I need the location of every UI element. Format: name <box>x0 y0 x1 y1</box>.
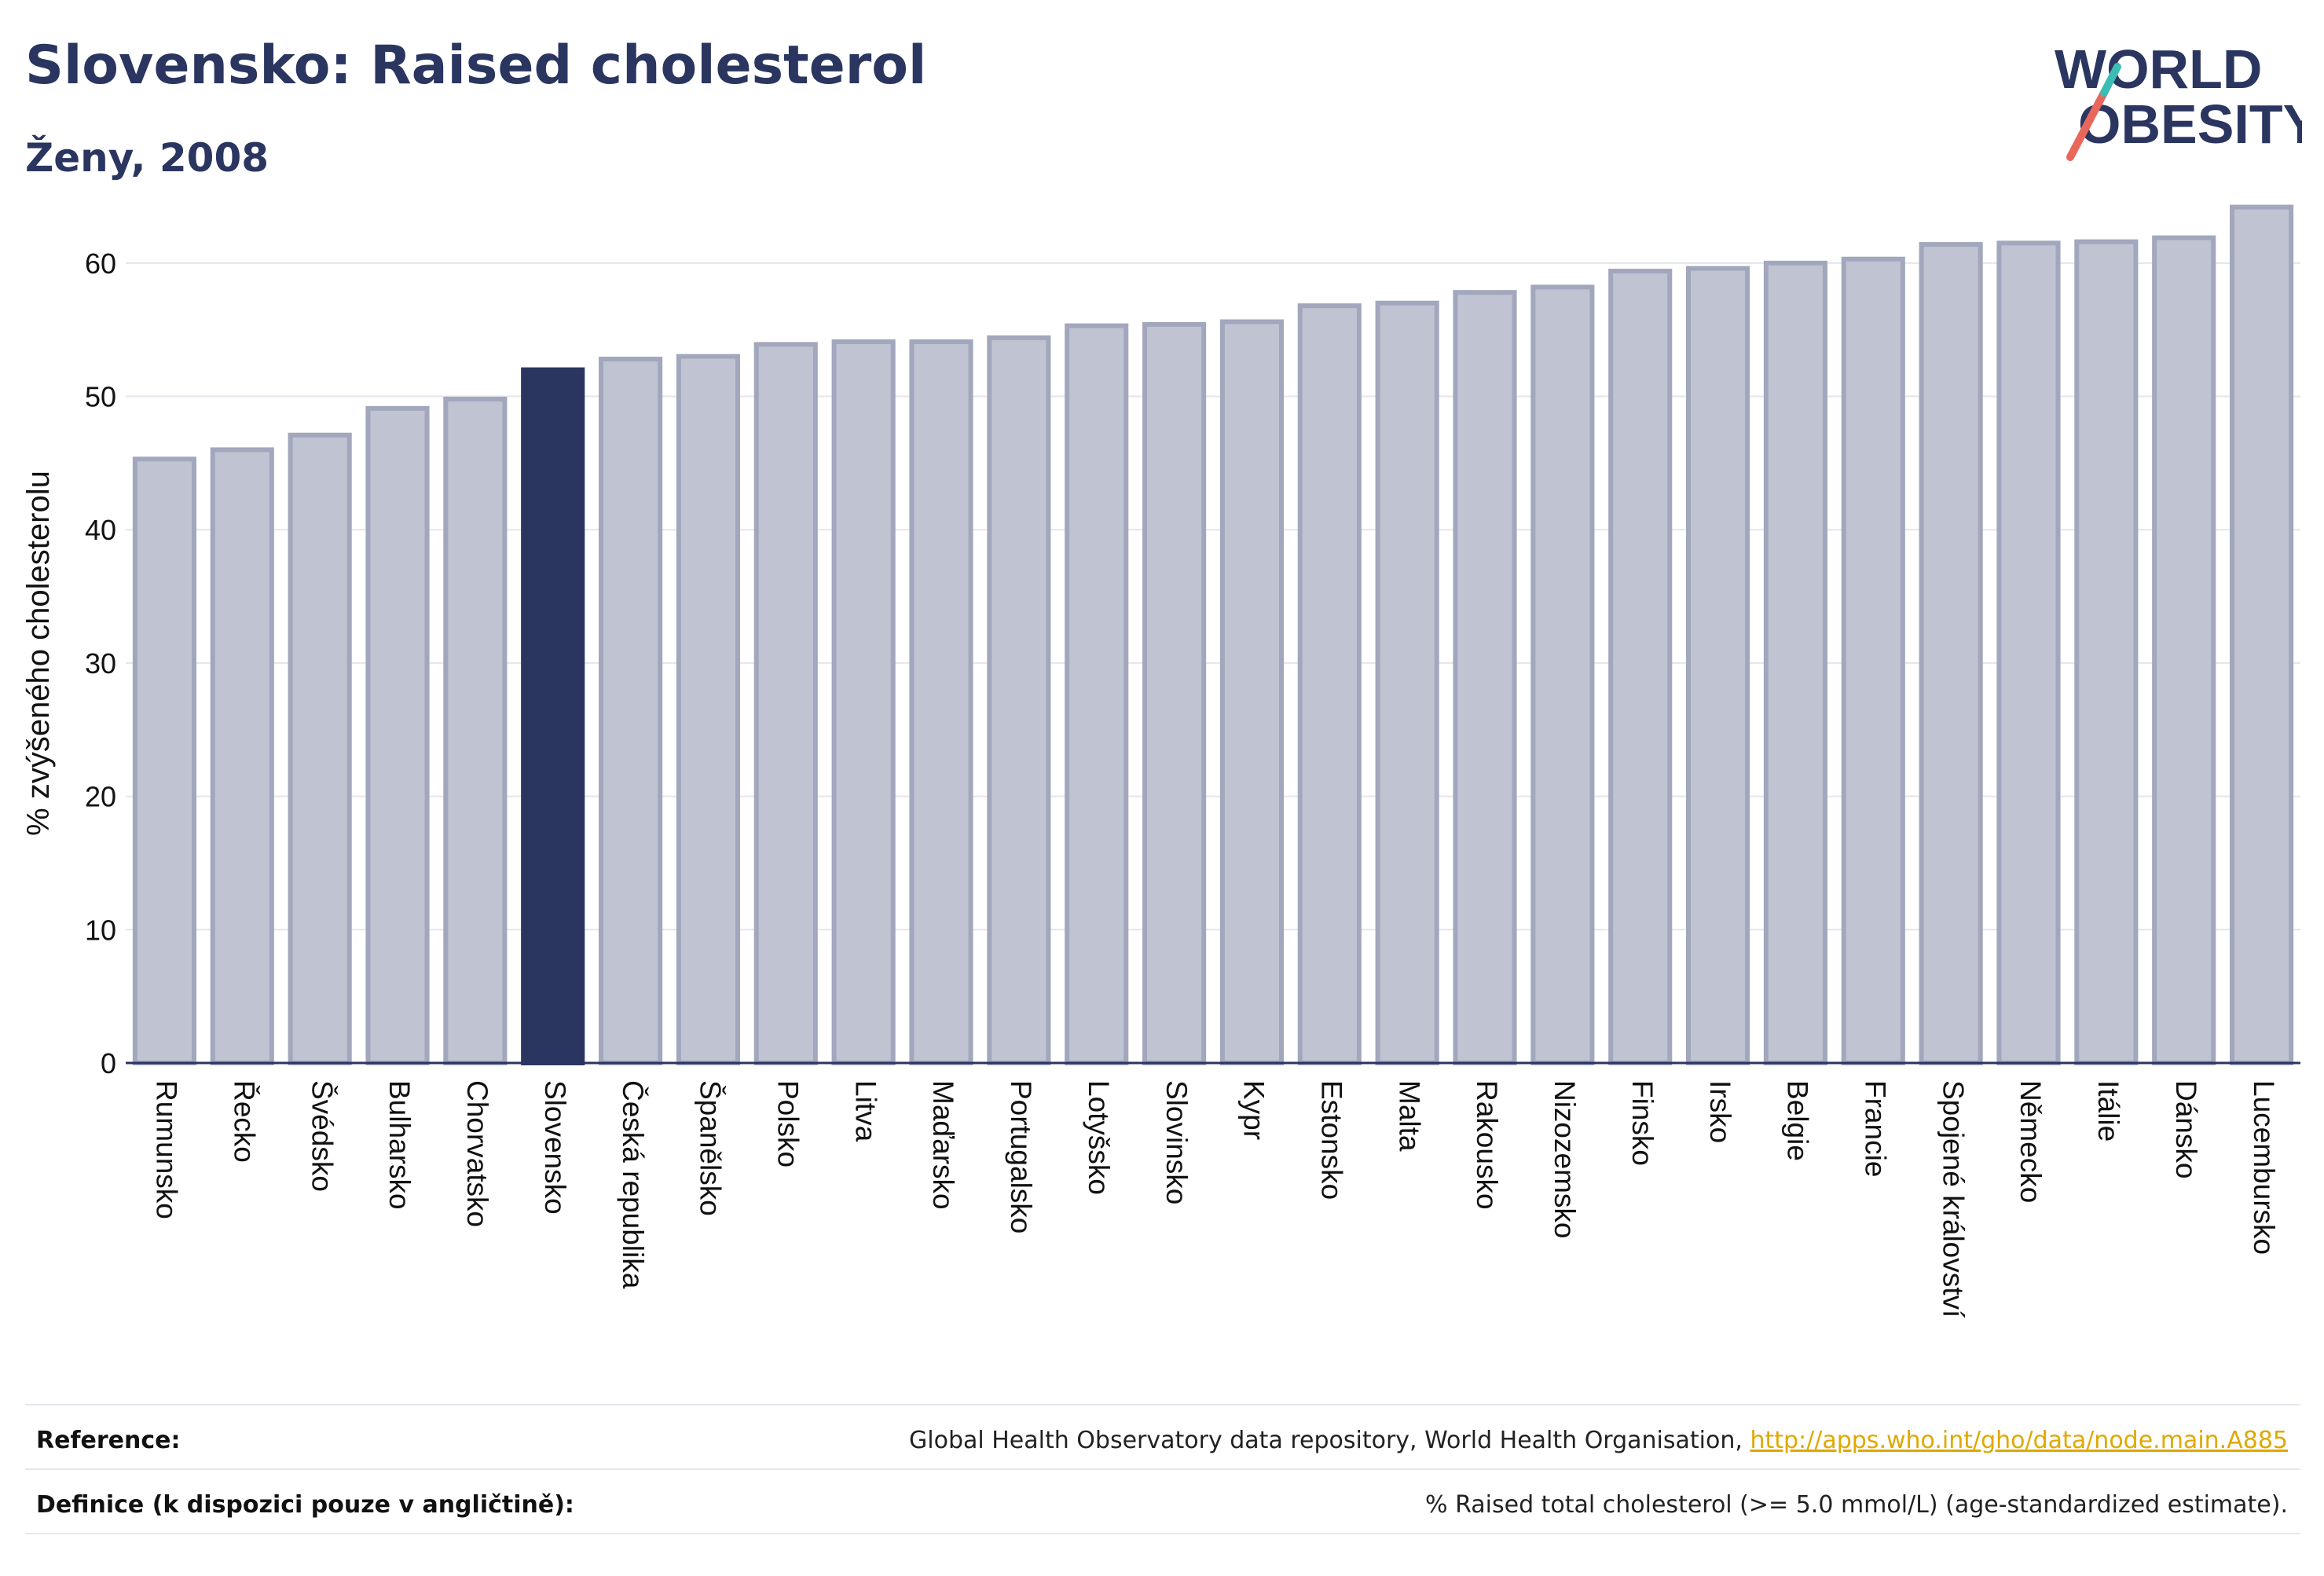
bar-Dánsko <box>2152 235 2216 1065</box>
bar-Česká republika <box>599 357 663 1066</box>
y-tick-label: 60 <box>85 247 116 280</box>
bar-Rumunsko <box>132 456 196 1065</box>
bar-Chorvatsko <box>443 396 508 1065</box>
bar-Belgie <box>1763 260 1827 1066</box>
y-tick-label: 50 <box>85 381 116 413</box>
y-tick-label: 30 <box>85 647 116 680</box>
x-tick-label: Dánsko <box>2170 1080 2202 1178</box>
x-tick-label: Portugalsko <box>1005 1080 1037 1233</box>
bar-Kypr <box>1219 319 1284 1066</box>
x-tick-label: Bulharsko <box>383 1080 416 1210</box>
reference-label: Reference: <box>36 1427 181 1454</box>
x-tick-label: Lotyšsko <box>1083 1080 1115 1195</box>
y-axis-ticks: 0 10 20 30 40 50 60 <box>85 247 116 1079</box>
x-tick-label: Nizozemsko <box>1549 1080 1581 1239</box>
x-tick-label: Spojené království <box>1937 1080 1969 1318</box>
bar-Nizozemsko <box>1530 284 1595 1066</box>
x-tick-label: Finsko <box>1626 1080 1659 1166</box>
bar-Portugalsko <box>987 335 1051 1065</box>
x-tick-label: Kypr <box>1238 1080 1270 1140</box>
bar-Malta <box>1375 300 1439 1065</box>
footer-divider-top <box>25 1404 2300 1406</box>
x-tick-label: Itálie <box>2092 1080 2124 1142</box>
x-tick-label: Řecko <box>229 1080 261 1163</box>
y-axis-label: % zvýšeného cholesterolu <box>21 471 56 836</box>
bar-Finsko <box>1608 269 1673 1065</box>
definition-value: % Raised total cholesterol (>= 5.0 mmol/… <box>1425 1491 2288 1519</box>
bar-Irsko <box>1686 266 1750 1065</box>
bar-Švédsko <box>288 432 352 1065</box>
x-tick-label: Irsko <box>1704 1080 1736 1143</box>
bar-Francie <box>1841 256 1905 1065</box>
x-tick-label: Rakousko <box>1471 1080 1503 1210</box>
x-tick-label: Maďarsko <box>927 1080 959 1210</box>
x-tick-label: Malta <box>1393 1080 1425 1152</box>
footer-divider-middle <box>25 1468 2300 1470</box>
x-axis-labels: Rumunsko Řecko Švédsko Bulharsko Chorvatsko S… <box>151 1080 2280 1318</box>
y-tick-label: 0 <box>101 1047 116 1079</box>
bar-Španělsko <box>676 354 740 1065</box>
bar-Řecko <box>210 447 274 1065</box>
chart-title: Slovensko: Raised cholesterol <box>25 35 927 97</box>
logo-slash-icon <box>2066 89 2108 161</box>
x-tick-label: Slovinsko <box>1160 1080 1193 1204</box>
x-tick-label: Česká republika <box>617 1080 649 1289</box>
bar-Itálie <box>2074 239 2139 1065</box>
definition-label: Definice (k dispozici pouze v angličtině… <box>36 1491 574 1519</box>
reference-value: Global Health Observatory data repositor… <box>909 1427 2288 1454</box>
x-tick-label: Francie <box>1860 1080 1892 1177</box>
bar-Litva <box>831 339 896 1066</box>
x-tick-label: Německo <box>2014 1080 2047 1203</box>
bar-Bulharsko <box>365 405 430 1065</box>
bar-Polsko <box>753 342 818 1065</box>
bar-Německo <box>1996 240 2061 1065</box>
x-tick-label: Estonsko <box>1316 1080 1348 1200</box>
bar-chart: 0 10 20 30 40 50 60 Rumunsko Řecko Švédsko Bulhar… <box>21 204 2300 1318</box>
x-tick-label: Polsko <box>772 1080 805 1167</box>
y-tick-label: 20 <box>85 781 116 813</box>
reference-text: Global Health Observatory data repositor… <box>909 1427 1750 1454</box>
logo-slash-accent-icon <box>2100 63 2121 97</box>
bar-Lucembursko <box>2230 204 2294 1065</box>
x-tick-label: Chorvatsko <box>461 1080 493 1227</box>
bar-Estonsko <box>1297 303 1362 1065</box>
footer-divider-bottom <box>25 1533 2300 1534</box>
x-tick-label: Lucembursko <box>2248 1080 2280 1255</box>
x-tick-label: Španělsko <box>695 1080 727 1216</box>
x-tick-label: Rumunsko <box>151 1080 183 1219</box>
bar-Rakousko <box>1453 290 1517 1065</box>
x-tick-label: Slovensko <box>539 1080 571 1215</box>
bar-Slovinsko <box>1142 321 1207 1065</box>
x-tick-label: Švédsko <box>306 1080 338 1192</box>
y-tick-label: 40 <box>85 514 116 546</box>
world-obesity-logo: WORLD OBESITY <box>2055 38 2302 161</box>
chart-subtitle: Ženy, 2008 <box>25 135 269 181</box>
bars <box>132 204 2294 1066</box>
logo-line1: WORLD <box>2055 38 2262 100</box>
x-tick-label: Belgie <box>1782 1080 1814 1161</box>
bar-Maďarsko <box>909 339 973 1066</box>
x-tick-label: Litva <box>849 1080 882 1142</box>
logo-line2: OBESITY <box>2078 93 2302 155</box>
reference-link[interactable]: http://apps.who.int/gho/data/node.main.A… <box>1750 1427 2288 1454</box>
y-tick-label: 10 <box>85 914 116 946</box>
bar-Lotyšsko <box>1065 323 1129 1065</box>
bar-Slovensko <box>521 367 585 1066</box>
bar-Spojené království <box>1919 242 1983 1065</box>
